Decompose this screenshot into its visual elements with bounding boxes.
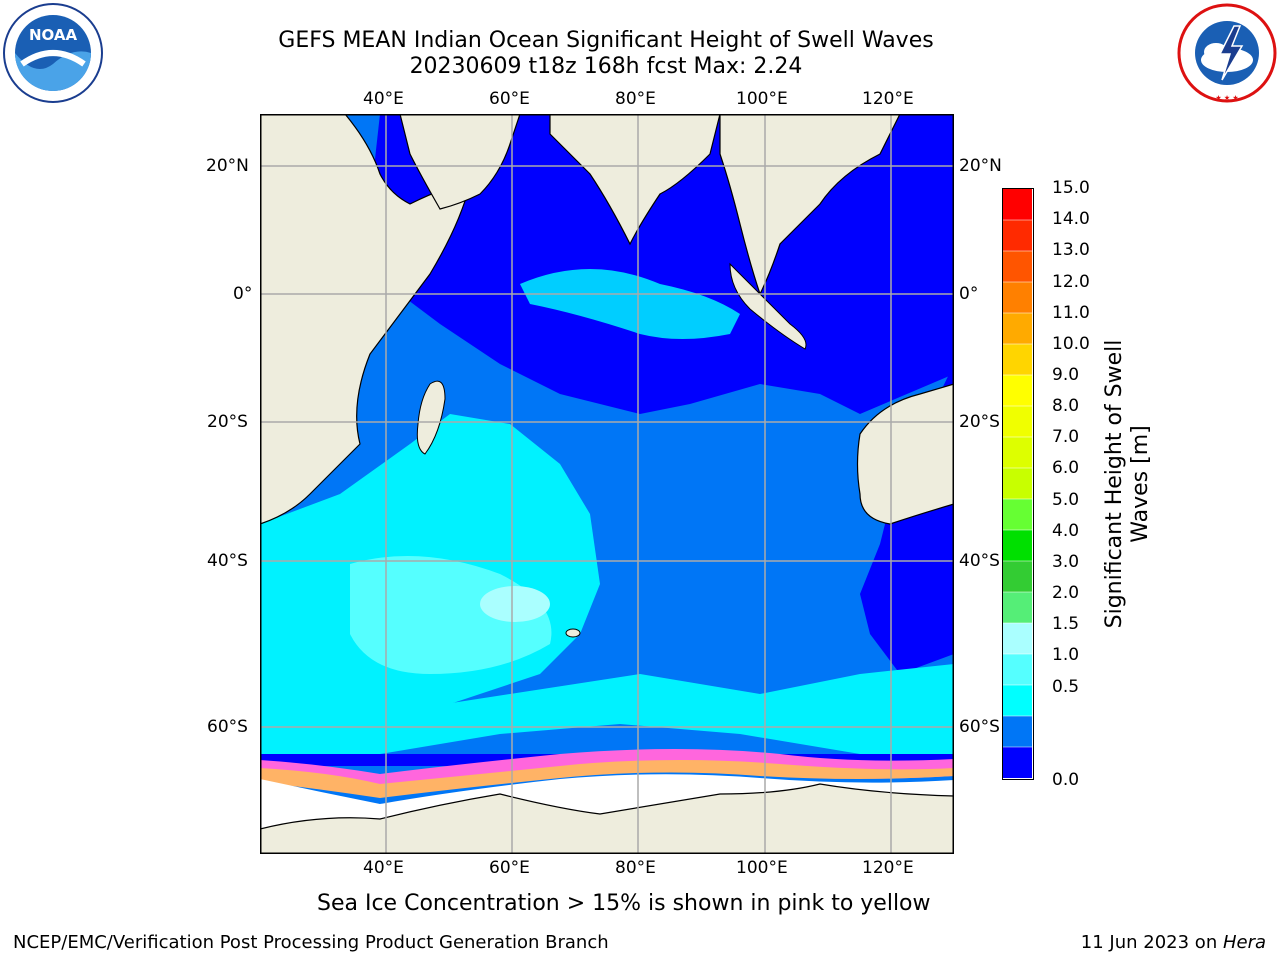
ocean-mid-south — [260, 664, 954, 764]
colorbar-tick-label: 5.0 — [1052, 489, 1080, 510]
footer-left: NCEP/EMC/Verification Post Processing Pr… — [13, 932, 609, 953]
lat-tick-left-0: 0° — [233, 284, 253, 304]
colorbar-swatch — [1003, 344, 1032, 376]
ocean-max-patch — [480, 586, 550, 622]
lat-tick-left-20n: 20°N — [206, 156, 249, 176]
colorbar-tick-label: 8.0 — [1052, 396, 1080, 417]
land-antarctica — [259, 783, 955, 855]
colorbar-tick-label: 3.0 — [1052, 551, 1080, 572]
ocean-high-west — [350, 556, 552, 674]
map-frame — [260, 114, 954, 854]
lon-tick-top-100e: 100°E — [736, 89, 788, 109]
map-canvas — [259, 113, 955, 855]
lon-tick-bottom-120e: 120°E — [862, 858, 914, 878]
svg-text:★ ★ ★: ★ ★ ★ — [1215, 94, 1238, 102]
colorbar-title-line2: Waves [m] — [1128, 425, 1153, 543]
colorbar-swatch — [1003, 530, 1032, 562]
colorbar-swatches — [1003, 189, 1032, 779]
lat-tick-right-0: 0° — [959, 284, 979, 304]
colorbar-tick-label: 7.0 — [1052, 427, 1080, 448]
colorbar — [1002, 188, 1034, 780]
chart-subtitle: 20230609 t18z 168h fcst Max: 2.24 — [409, 54, 803, 79]
colorbar-tick-label: 10.0 — [1052, 333, 1090, 354]
colorbar-tick-label: 15.0 — [1052, 178, 1090, 198]
colorbar-tick-label: 1.0 — [1052, 645, 1080, 666]
land-india — [549, 113, 721, 246]
colorbar-swatch — [1003, 747, 1032, 779]
lon-tick-bottom-100e: 100°E — [736, 858, 788, 878]
colorbar-swatch — [1003, 437, 1032, 469]
colorbar-tick-label: 2.0 — [1052, 583, 1080, 604]
noaa-logo: NOAA — [2, 2, 104, 104]
land-kerguelen — [565, 628, 581, 638]
colorbar-tick-label: 11.0 — [1052, 302, 1090, 323]
colorbar-swatch — [1003, 716, 1032, 748]
map-panel — [259, 113, 955, 855]
lat-tick-left-60s: 60°S — [207, 717, 248, 737]
sea-ice-caption: Sea Ice Concentration > 15% is shown in … — [317, 891, 931, 916]
colorbar-tick-label: 0.5 — [1052, 676, 1080, 697]
colorbar-tick-label: 9.0 — [1052, 364, 1080, 385]
lat-tick-left-40s: 40°S — [207, 551, 248, 571]
colorbar-swatch — [1003, 282, 1032, 314]
lon-tick-bottom-60e: 60°E — [489, 858, 530, 878]
chart-title: GEFS MEAN Indian Ocean Significant Heigh… — [278, 28, 934, 53]
lon-tick-top-120e: 120°E — [862, 89, 914, 109]
colorbar-swatch — [1003, 406, 1032, 438]
footer-host: Hera — [1222, 932, 1266, 953]
footer-date: 11 Jun 2023 on — [1080, 932, 1223, 953]
land-sumatra — [729, 262, 807, 350]
colorbar-swatch — [1003, 654, 1032, 686]
land-australia — [856, 383, 955, 525]
colorbar-swatch — [1003, 313, 1032, 345]
colorbar-swatch — [1003, 592, 1032, 624]
lat-tick-right-20s: 20°S — [959, 412, 1000, 432]
lat-tick-right-20n: 20°N — [959, 156, 1002, 176]
noaa-logo-text: NOAA — [29, 26, 78, 44]
footer-right: 11 Jun 2023 on Hera — [1081, 932, 1266, 953]
colorbar-swatch — [1003, 375, 1032, 407]
colorbar-tick-label: 0.0 — [1052, 770, 1080, 790]
colorbar-tick-label: 13.0 — [1052, 240, 1090, 261]
graticule — [260, 114, 954, 854]
colorbar-tick-label: 12.0 — [1052, 271, 1090, 292]
land-arabia — [399, 113, 521, 210]
colorbar-title-line1: Significant Height of Swell — [1102, 339, 1127, 629]
colorbar-swatch — [1003, 499, 1032, 531]
colorbar-swatch — [1003, 623, 1032, 655]
colorbar-swatch — [1003, 251, 1032, 283]
colorbar-tick-label: 1.5 — [1052, 614, 1080, 635]
lon-tick-bottom-40e: 40°E — [363, 858, 404, 878]
colorbar-swatch — [1003, 220, 1032, 252]
lat-tick-right-60s: 60°S — [959, 717, 1000, 737]
lat-tick-left-20s: 20°S — [207, 412, 248, 432]
colorbar-swatch — [1003, 685, 1032, 717]
ocean-mid-band — [520, 269, 740, 339]
colorbar-tick-label: 6.0 — [1052, 458, 1080, 479]
land-madagascar — [416, 380, 446, 455]
lon-tick-top-80e: 80°E — [615, 89, 656, 109]
colorbar-swatch — [1003, 468, 1032, 500]
colorbar-tick-label: 4.0 — [1052, 520, 1080, 541]
lon-tick-bottom-80e: 80°E — [615, 858, 656, 878]
nws-logo: ★ ★ ★ — [1176, 2, 1278, 104]
colorbar-tick-label: 14.0 — [1052, 209, 1090, 230]
lat-tick-right-40s: 40°S — [959, 551, 1000, 571]
lon-tick-top-60e: 60°E — [489, 89, 530, 109]
colorbar-swatch — [1003, 561, 1032, 593]
sea-ice-orange — [260, 760, 954, 798]
colorbar-swatch — [1003, 189, 1032, 221]
lon-tick-top-40e: 40°E — [363, 89, 404, 109]
